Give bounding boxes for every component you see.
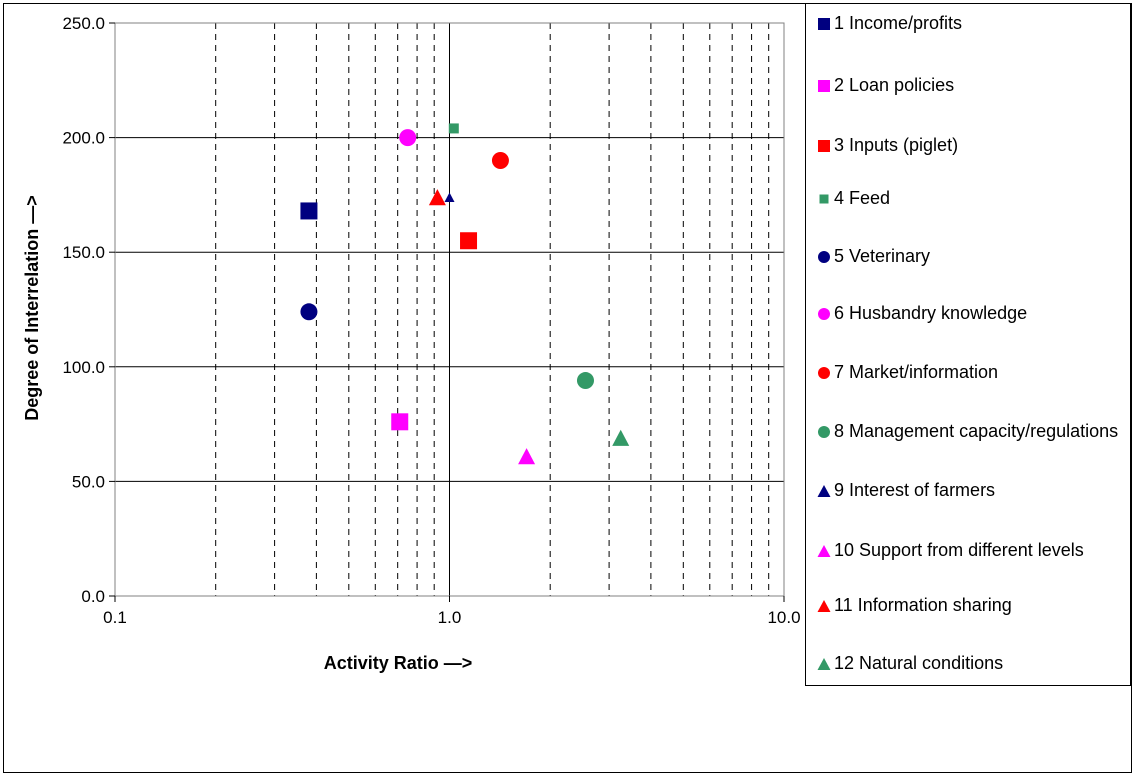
legend-marker-triangle-icon bbox=[817, 657, 831, 670]
legend-item: 6 Husbandry knowledge bbox=[816, 302, 1126, 325]
legend-marker-circle-icon bbox=[818, 250, 830, 263]
data-points bbox=[300, 123, 630, 465]
legend-item: 10 Support from different levels bbox=[816, 539, 1126, 562]
legend-item: 2 Loan policies bbox=[816, 74, 1126, 97]
legend-label: 9 Interest of farmers bbox=[834, 480, 996, 500]
legend-item: 5 Veterinary bbox=[816, 245, 1126, 268]
legend-marker-shape bbox=[817, 544, 831, 557]
y-tick-label: 0.0 bbox=[81, 587, 105, 606]
legend-marker bbox=[816, 134, 832, 157]
legend-marker-circle-icon bbox=[818, 307, 830, 320]
data-point-series-8 bbox=[576, 372, 594, 390]
x-tick-label: 10.0 bbox=[767, 608, 800, 627]
y-tick-label: 150.0 bbox=[62, 243, 105, 262]
y-tick-label: 50.0 bbox=[72, 472, 105, 491]
legend-marker-square-icon bbox=[819, 194, 829, 203]
data-point-series-11 bbox=[428, 189, 446, 206]
legend-marker bbox=[816, 74, 832, 97]
data-point-series-2 bbox=[391, 413, 409, 431]
x-axis-ticks: 0.1 1.0 10.0 bbox=[103, 596, 801, 627]
legend-label: 5 Veterinary bbox=[834, 246, 931, 266]
legend-marker-shape bbox=[817, 599, 831, 612]
legend-label: 6 Husbandry knowledge bbox=[834, 303, 1028, 323]
legend-label: 1 Income/profits bbox=[834, 13, 963, 33]
grid-lines bbox=[115, 22, 784, 597]
data-point-series-3 bbox=[460, 232, 478, 250]
legend-item: 1 Income/profits bbox=[816, 12, 1126, 35]
x-tick-label: 0.1 bbox=[103, 608, 127, 627]
legend-item: 9 Interest of farmers bbox=[816, 479, 1126, 502]
legend-label: 10 Support from different levels bbox=[834, 540, 1084, 560]
legend-marker-shape bbox=[819, 194, 829, 203]
legend-label: 7 Market/information bbox=[834, 362, 999, 382]
legend-label: 8 Management capacity/regulations bbox=[834, 421, 1119, 441]
legend: 1 Income/profits 2 Loan policies 3 Inputs … bbox=[805, 3, 1131, 686]
legend-marker-shape bbox=[817, 657, 831, 670]
legend-item: 3 Inputs (piglet) bbox=[816, 134, 1126, 157]
legend-marker bbox=[816, 420, 832, 443]
legend-marker-circle-icon bbox=[818, 366, 830, 379]
legend-label: 4 Feed bbox=[834, 188, 891, 208]
legend-marker-shape bbox=[818, 139, 830, 152]
legend-marker-square-icon bbox=[818, 79, 830, 92]
y-tick-label: 100.0 bbox=[62, 358, 105, 377]
legend-item: 8 Management capacity/regulations bbox=[816, 420, 1126, 443]
legend-marker-shape bbox=[818, 79, 830, 92]
legend-marker bbox=[816, 245, 832, 268]
legend-marker-shape bbox=[818, 17, 830, 30]
data-point-series-9 bbox=[444, 192, 455, 202]
legend-marker-shape bbox=[818, 366, 830, 379]
legend-label: 2 Loan policies bbox=[834, 75, 955, 95]
data-point-series-12 bbox=[612, 429, 630, 446]
legend-marker bbox=[816, 479, 832, 502]
legend-marker-triangle-icon bbox=[817, 599, 831, 612]
y-axis-title: Degree of Interrelation —> bbox=[22, 195, 42, 421]
legend-item: 7 Market/information bbox=[816, 361, 1126, 384]
data-point-series-5 bbox=[300, 303, 318, 321]
legend-item: 4 Feed bbox=[816, 187, 1126, 210]
data-point-series-7 bbox=[491, 152, 509, 170]
legend-marker-shape bbox=[818, 425, 830, 438]
legend-marker-triangle-icon bbox=[817, 544, 831, 557]
y-tick-label: 250.0 bbox=[62, 14, 105, 33]
legend-marker-shape bbox=[818, 250, 830, 263]
legend-marker bbox=[816, 302, 832, 325]
legend-marker bbox=[816, 594, 832, 617]
legend-marker bbox=[816, 187, 832, 210]
data-point-series-1 bbox=[300, 202, 318, 220]
legend-marker-shape bbox=[818, 307, 830, 320]
legend-item: 12 Natural conditions bbox=[816, 652, 1126, 675]
legend-marker-triangle-icon bbox=[817, 484, 831, 497]
legend-marker bbox=[816, 361, 832, 384]
legend-item: 11 Information sharing bbox=[816, 594, 1126, 617]
x-tick-label: 1.0 bbox=[438, 608, 462, 627]
data-point-series-10 bbox=[518, 448, 536, 465]
legend-marker bbox=[816, 652, 832, 675]
legend-marker-square-icon bbox=[818, 17, 830, 30]
y-axis-ticks: 0.0 50.0 100.0 150.0 200.0 250.0 bbox=[62, 14, 115, 606]
legend-marker bbox=[816, 539, 832, 562]
legend-marker-square-icon bbox=[818, 139, 830, 152]
legend-label: 11 Information sharing bbox=[834, 595, 1012, 615]
legend-label: 3 Inputs (piglet) bbox=[834, 135, 959, 155]
legend-label: 12 Natural conditions bbox=[834, 653, 1004, 673]
data-point-series-4 bbox=[448, 123, 459, 134]
data-point-series-6 bbox=[399, 129, 417, 147]
x-axis-title: Activity Ratio —> bbox=[324, 653, 473, 673]
legend-marker-shape bbox=[817, 484, 831, 497]
y-tick-label: 200.0 bbox=[62, 129, 105, 148]
legend-marker-circle-icon bbox=[818, 425, 830, 438]
legend-marker bbox=[816, 12, 832, 35]
